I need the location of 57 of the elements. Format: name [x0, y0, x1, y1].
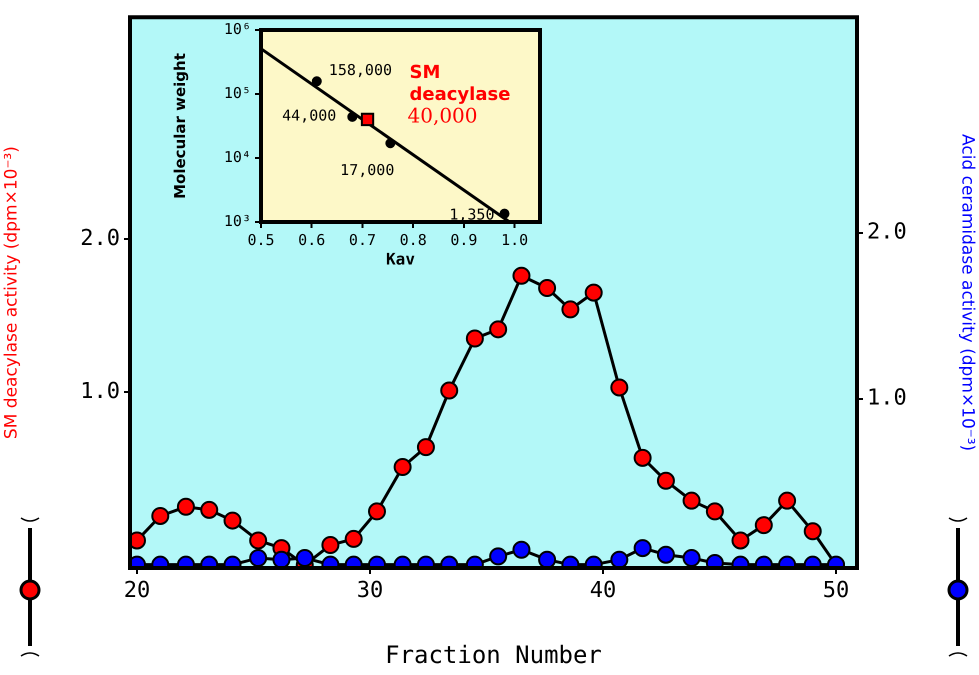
x-tick-label: 0.8 — [400, 230, 427, 249]
point — [489, 320, 508, 338]
point — [656, 472, 675, 490]
x-tick-label: 0.5 — [247, 230, 275, 249]
x-tick-label: 0.9 — [450, 230, 478, 249]
point — [200, 500, 218, 519]
y2-tick-label: 1.0 — [867, 385, 907, 410]
y-tick-label: 10⁶ — [224, 20, 251, 38]
point — [440, 382, 458, 400]
x-tick-label: 0.6 — [298, 230, 326, 249]
point — [778, 492, 796, 510]
point — [385, 138, 396, 148]
point — [312, 76, 322, 86]
x-tick-label: 20 — [124, 578, 150, 603]
point — [754, 516, 773, 534]
point — [804, 522, 822, 540]
point — [706, 502, 724, 520]
point — [634, 448, 652, 467]
point — [731, 531, 750, 550]
data-label: 17,000 — [340, 161, 394, 180]
y-axis-title: SM deacylase activity (dpm×10⁻³) — [2, 146, 22, 440]
x-tick-label: 0.7 — [348, 230, 376, 249]
point — [584, 284, 603, 302]
point — [344, 530, 363, 548]
point — [610, 378, 628, 396]
point — [394, 458, 412, 476]
y-axis-title: Molecular weight — [170, 53, 189, 199]
point — [224, 512, 242, 530]
x-axis-title: Kav — [386, 250, 416, 269]
point — [360, 112, 374, 126]
point — [249, 531, 268, 550]
data-label: 40,000 — [408, 104, 478, 128]
point — [561, 300, 580, 318]
point — [512, 266, 530, 285]
x-tick-label: 1.0 — [501, 230, 528, 249]
annotation: SM deacylase — [410, 62, 510, 106]
y-tick-label: 10⁵ — [224, 84, 251, 102]
point — [151, 506, 170, 525]
y2-tick-label: 2.0 — [867, 220, 907, 245]
x-tick-label: 40 — [590, 578, 616, 603]
point — [682, 492, 701, 510]
data-label: 158,000 — [328, 61, 392, 80]
y-tick-label: 10⁴ — [224, 148, 251, 166]
point — [321, 536, 340, 554]
x-tick-label: 30 — [356, 578, 384, 603]
y2-axis-title: Acid ceramidase activity (dpm×10⁻³) — [957, 134, 978, 452]
data-label: 44,000 — [282, 106, 336, 125]
point — [176, 498, 195, 516]
point — [499, 208, 510, 219]
y-tick-label: 10³ — [224, 212, 251, 230]
point — [538, 279, 556, 298]
x-tick-label: 50 — [822, 578, 850, 603]
point — [466, 330, 484, 348]
point — [416, 438, 435, 456]
point — [368, 502, 386, 520]
x-axis-title: Fraction Number — [385, 640, 602, 669]
point — [347, 112, 358, 122]
